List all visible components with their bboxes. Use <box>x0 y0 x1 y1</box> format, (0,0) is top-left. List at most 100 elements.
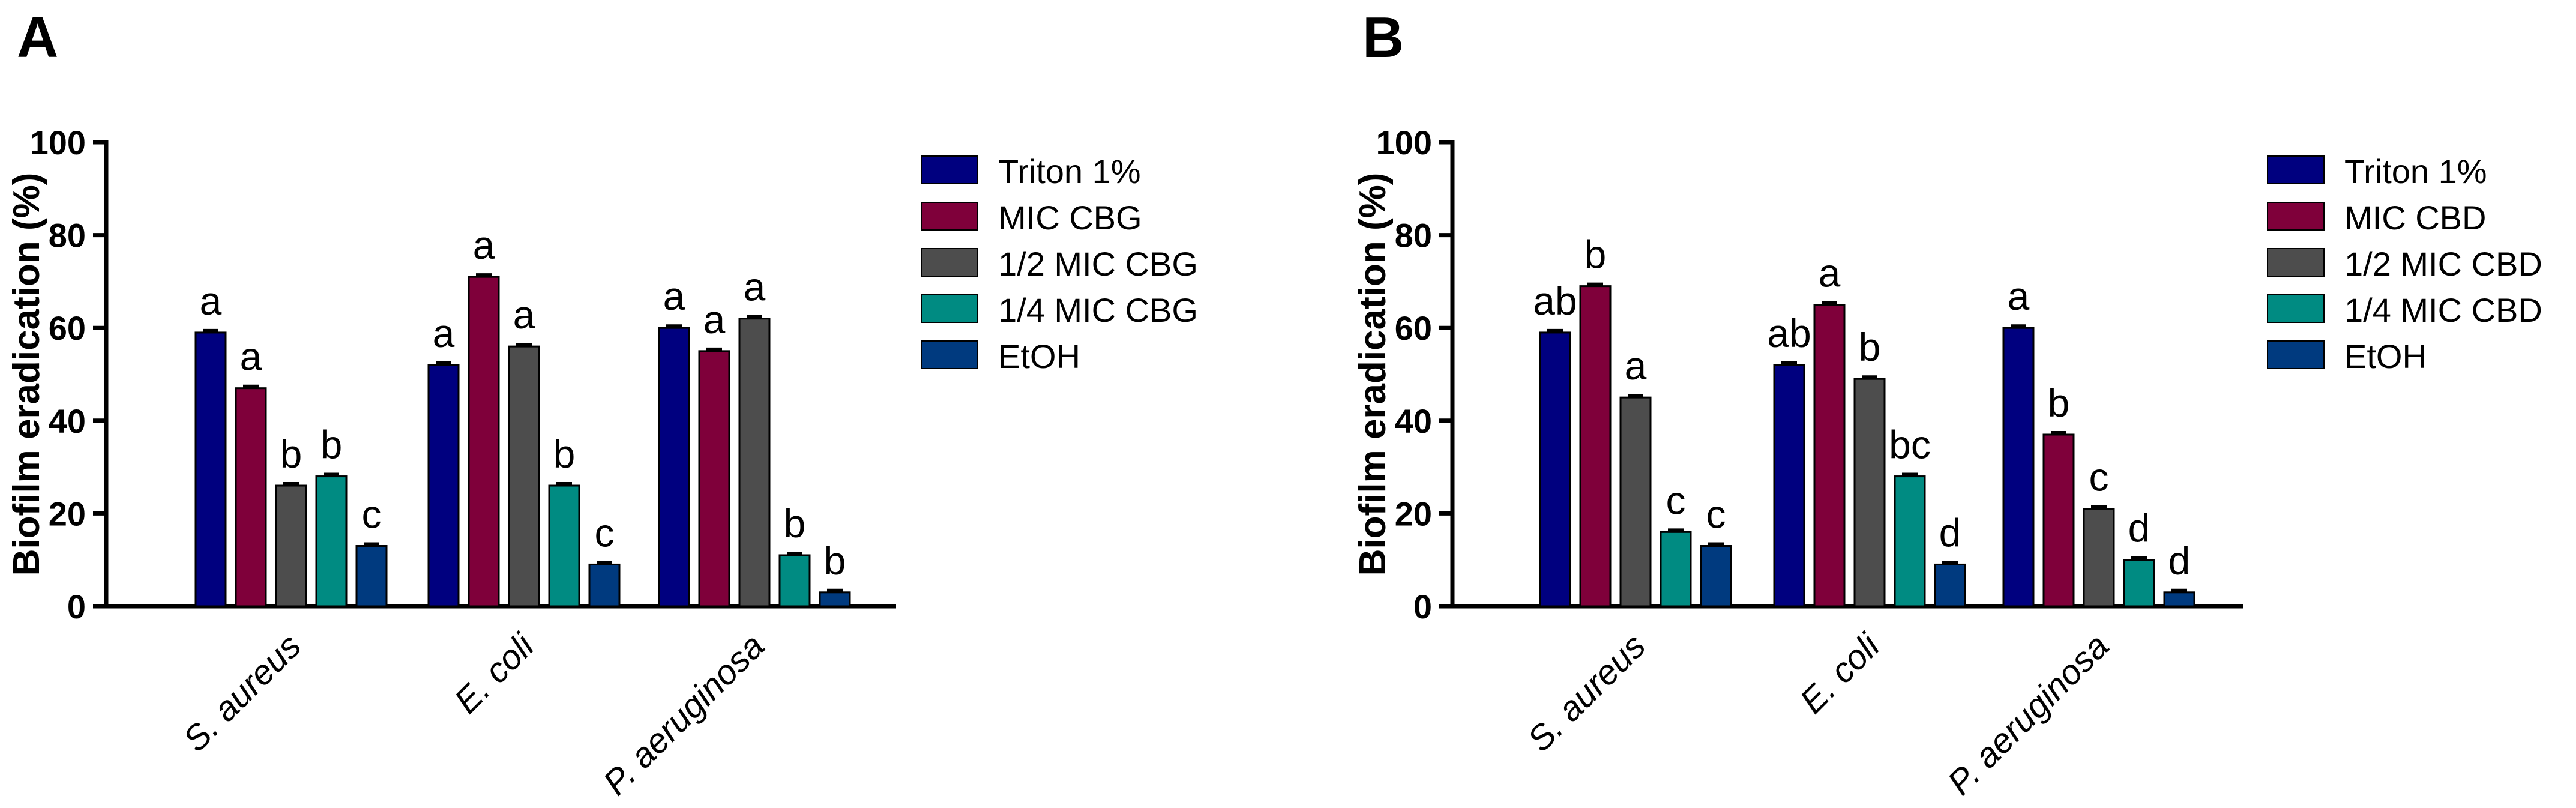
significance-label: a <box>703 297 726 342</box>
y-tick-label: 20 <box>1395 495 1432 532</box>
bar <box>427 364 460 608</box>
significance-label: a <box>744 265 766 309</box>
significance-label: b <box>553 432 576 476</box>
legend-label: 1/4 MIC CBD <box>2344 291 2542 329</box>
bar <box>548 484 580 608</box>
y-tick-label: 40 <box>1395 402 1432 440</box>
x-tick-label: P. aeruginosa <box>1940 626 2116 803</box>
bar <box>738 318 771 608</box>
legend-swatch <box>2267 248 2325 277</box>
significance-label: b <box>2048 381 2070 425</box>
bar <box>778 554 811 608</box>
legend-label: EtOH <box>998 337 1080 375</box>
bar <box>468 276 500 608</box>
bar <box>819 591 851 608</box>
significance-label: a <box>513 292 535 337</box>
bar <box>2123 559 2155 608</box>
significance-label: a <box>240 334 262 379</box>
y-tick-label: 100 <box>1376 124 1432 161</box>
bar <box>315 475 348 608</box>
significance-label: c <box>1706 492 1726 537</box>
significance-label: d <box>2128 506 2150 550</box>
legend-label: 1/2 MIC CBD <box>2344 245 2542 283</box>
x-tick-label: E. coli <box>1793 626 1888 721</box>
legend-label: EtOH <box>2344 337 2427 375</box>
x-tick-label: S. aureus <box>1520 626 1654 759</box>
legend-swatch <box>2267 340 2325 369</box>
bar <box>658 327 690 608</box>
significance-label: ab <box>1533 279 1577 323</box>
y-tick-label: 100 <box>30 124 86 161</box>
bar <box>1934 563 1966 608</box>
bar <box>2002 327 2035 608</box>
significance-label: d <box>1939 510 1961 555</box>
legend-label: 1/4 MIC CBG <box>998 291 1198 329</box>
bar <box>1700 545 1732 608</box>
legend-swatch <box>921 294 978 323</box>
bar <box>508 345 540 608</box>
significance-label: bc <box>1889 423 1931 467</box>
bar <box>355 545 388 608</box>
significance-label: b <box>280 432 302 476</box>
bar <box>1773 364 1805 608</box>
significance-label: a <box>1625 343 1647 388</box>
significance-label: d <box>2168 538 2191 583</box>
y-tick-label: 80 <box>49 217 86 255</box>
y-axis-label: Biofilm eradication (%) <box>6 173 47 576</box>
legend-label: MIC CBD <box>2344 199 2486 237</box>
y-tick-label: 40 <box>49 402 86 440</box>
significance-label: a <box>1819 251 1841 295</box>
panel-label: A <box>17 5 58 70</box>
legend-swatch <box>2267 202 2325 231</box>
bar <box>194 331 227 608</box>
significance-label: a <box>2008 274 2030 318</box>
legend-label: MIC CBG <box>998 199 1142 237</box>
x-tick-label: E. coli <box>447 626 543 721</box>
legend-swatch <box>921 202 978 231</box>
significance-label: c <box>362 492 382 537</box>
legend-swatch <box>921 155 978 184</box>
legend-label: Triton 1% <box>2344 152 2487 190</box>
x-tick-label: P. aeruginosa <box>595 626 772 803</box>
bar <box>1660 531 1692 608</box>
bar <box>1539 331 1571 608</box>
significance-label: b <box>1584 232 1607 277</box>
bar <box>1894 475 1926 608</box>
legend-swatch <box>921 248 978 277</box>
bar <box>698 350 730 608</box>
bar <box>1619 396 1652 608</box>
significance-label: b <box>320 423 343 467</box>
panel-label: B <box>1362 5 1404 70</box>
legend-swatch <box>2267 155 2325 184</box>
significance-label: b <box>824 538 846 583</box>
bar <box>1579 285 1612 608</box>
y-tick-label: 0 <box>67 588 86 626</box>
significance-label: c <box>1666 478 1686 522</box>
significance-label: a <box>200 279 222 323</box>
significance-label: b <box>784 501 806 546</box>
significance-label: a <box>433 311 455 355</box>
bar <box>1813 304 1846 608</box>
legend-swatch <box>2267 294 2325 323</box>
bar <box>2083 508 2115 608</box>
x-tick-label: S. aureus <box>176 626 309 759</box>
significance-label: c <box>595 510 615 555</box>
legend-swatch <box>921 340 978 369</box>
bar <box>275 484 307 608</box>
y-tick-label: 0 <box>1413 588 1432 626</box>
bar <box>2163 591 2195 608</box>
bar <box>235 387 267 608</box>
significance-label: b <box>1859 325 1881 369</box>
y-tick-label: 60 <box>49 309 86 347</box>
bar <box>2042 433 2075 608</box>
legend-label: Triton 1% <box>998 152 1141 190</box>
significance-label: a <box>473 223 495 267</box>
bar <box>588 563 621 608</box>
y-axis-label: Biofilm eradication (%) <box>1352 173 1394 576</box>
y-tick-label: 60 <box>1395 309 1432 347</box>
legend-label: 1/2 MIC CBG <box>998 245 1198 283</box>
y-tick-label: 20 <box>49 495 86 532</box>
